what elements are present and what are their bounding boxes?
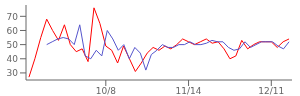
svg-text:40: 40 [8,54,18,64]
svg-text:11/14: 11/14 [176,86,202,96]
svg-text:10/8: 10/8 [96,86,116,96]
svg-text:60: 60 [8,26,18,36]
svg-text:70: 70 [8,12,18,22]
svg-text:12/11: 12/11 [258,86,284,96]
svg-text:30: 30 [8,68,18,78]
svg-text:50: 50 [8,40,18,50]
